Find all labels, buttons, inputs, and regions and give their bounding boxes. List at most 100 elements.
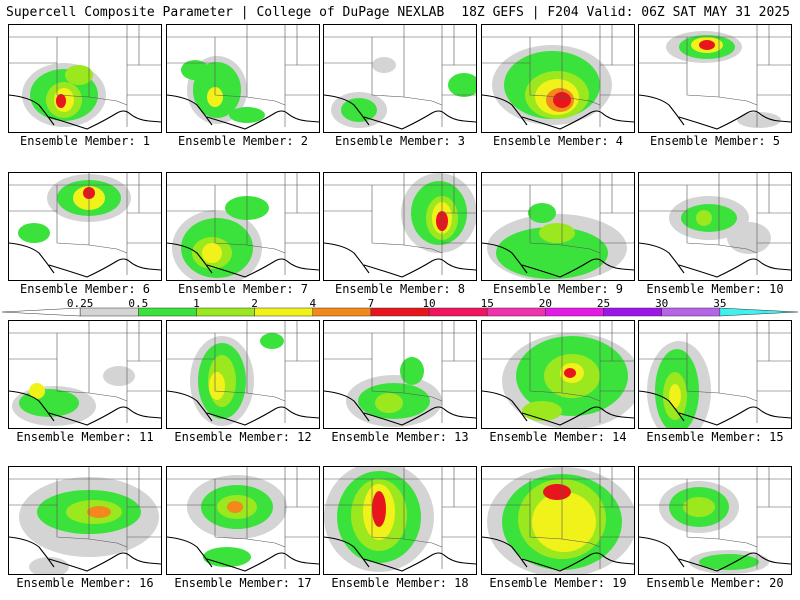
model-run-info: 18Z GEFS | F204 Valid: 06Z SAT MAY 31 20…	[461, 5, 790, 20]
ensemble-map-panel	[8, 320, 162, 429]
state-border	[482, 62, 601, 106]
scp-shading	[56, 94, 66, 108]
coastline-border	[324, 94, 370, 126]
map-field	[639, 173, 791, 278]
state-border	[324, 504, 443, 548]
map-field	[639, 321, 791, 428]
scp-shading	[727, 222, 771, 254]
scp-shading	[29, 557, 69, 574]
map-field	[639, 467, 791, 574]
scp-shading	[19, 389, 79, 417]
coastline-border	[9, 94, 55, 126]
coastline-border	[521, 406, 634, 426]
coastline-border	[206, 406, 319, 426]
ensemble-map-panel	[481, 24, 635, 133]
map-field	[324, 321, 476, 427]
coastline-border	[48, 110, 161, 130]
coastline-border	[521, 258, 634, 278]
ensemble-map-panel	[638, 466, 792, 575]
ensemble-map-panel	[166, 466, 320, 575]
panel-label: Ensemble Member: 11	[16, 430, 154, 444]
scp-shading	[539, 223, 575, 243]
panel-label: Ensemble Member: 16	[16, 576, 154, 590]
coastline-border	[363, 406, 476, 426]
panel-label: Ensemble Member: 10	[646, 282, 784, 296]
state-border	[639, 358, 758, 402]
scp-shading	[103, 366, 135, 386]
ensemble-map-panel	[166, 320, 320, 429]
coastline-border	[363, 552, 476, 572]
scp-shading	[260, 333, 284, 349]
panel-label: Ensemble Member: 3	[334, 134, 466, 148]
scp-shading	[737, 112, 781, 128]
state-border	[9, 210, 128, 254]
panel-label: Ensemble Member: 2	[177, 134, 309, 148]
state-border	[167, 210, 286, 254]
state-border	[9, 358, 128, 402]
panel-label: Ensemble Member: 5	[649, 134, 781, 148]
colorbar-segment	[545, 307, 604, 317]
ensemble-map-panel	[166, 24, 320, 133]
colorbar-tick-label: 7	[367, 297, 375, 310]
panel-label: Ensemble Member: 9	[492, 282, 624, 296]
ensemble-map-panel	[638, 320, 792, 429]
coastline-border	[521, 552, 634, 572]
coastline-border	[639, 536, 685, 568]
scp-shading	[683, 497, 715, 517]
colorbar-tick-label: 35	[713, 297, 727, 310]
colorbar-tick-label: 15	[480, 297, 494, 310]
panel-label: Ensemble Member: 7	[177, 282, 309, 296]
colorbar-segment	[312, 307, 372, 317]
colorbar-segment	[370, 307, 430, 317]
state-border	[9, 504, 128, 548]
scp-shading	[29, 383, 45, 399]
coastline-border	[48, 552, 161, 572]
scp-shading	[553, 92, 571, 108]
ensemble-map-panel	[323, 466, 477, 575]
state-border	[639, 504, 758, 548]
colorbar-tick-label: 10	[422, 297, 436, 310]
map-field	[482, 321, 634, 428]
coastline-border	[9, 536, 55, 568]
map-field	[167, 467, 319, 572]
map-field	[324, 467, 476, 572]
state-border	[9, 62, 128, 106]
coastline-border	[363, 258, 476, 278]
panel-label: Ensemble Member: 20	[646, 576, 784, 590]
scp-shading	[18, 223, 50, 243]
coastline-border	[678, 258, 791, 278]
scp-shading	[207, 87, 223, 107]
map-field	[167, 173, 319, 280]
ensemble-map-panel	[481, 466, 635, 575]
map-field	[482, 25, 634, 130]
scp-shading	[209, 372, 225, 400]
coastline-border	[167, 536, 213, 568]
coastline-border	[482, 242, 528, 274]
map-field	[324, 25, 476, 130]
scp-shading	[372, 57, 396, 73]
panel-label: Ensemble Member: 8	[334, 282, 466, 296]
scp-shading	[699, 554, 759, 570]
scp-shading	[227, 501, 243, 513]
scp-shading	[372, 491, 386, 527]
panel-label: Ensemble Member: 18	[331, 576, 469, 590]
panel-label: Ensemble Member: 4	[492, 134, 624, 148]
map-field	[9, 173, 161, 278]
scp-shading	[202, 243, 222, 263]
scp-shading	[203, 547, 251, 567]
coastline-border	[482, 94, 528, 126]
colorbar-segment	[719, 307, 799, 317]
coastline-border	[167, 390, 213, 422]
panel-label: Ensemble Member: 6	[19, 282, 151, 296]
panel-label: Ensemble Member: 17	[174, 576, 312, 590]
coastline-border	[206, 258, 319, 278]
colorbar-tick-label: 0.5	[128, 297, 149, 310]
coastline-border	[639, 94, 685, 126]
panel-label: Ensemble Member: 19	[489, 576, 627, 590]
coastline-border	[324, 536, 370, 568]
scp-shading	[181, 60, 209, 80]
map-field	[482, 173, 634, 280]
colorbar-tick-label: 0.25	[66, 297, 94, 310]
coastline-border	[206, 110, 319, 130]
state-border	[482, 504, 601, 548]
